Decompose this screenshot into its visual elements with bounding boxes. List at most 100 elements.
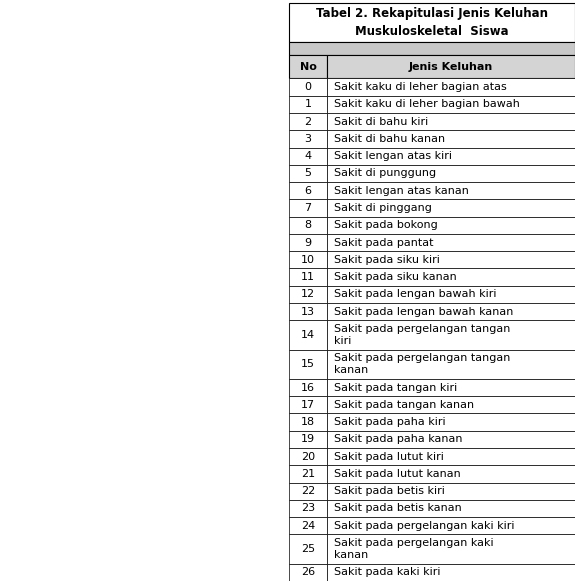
Text: 19: 19 <box>301 435 315 444</box>
Text: Sakit di pinggang: Sakit di pinggang <box>334 203 432 213</box>
Text: 18: 18 <box>301 417 315 427</box>
Bar <box>289 182 327 199</box>
Text: 5: 5 <box>305 168 312 178</box>
Bar <box>289 165 327 182</box>
Bar <box>327 268 575 286</box>
Bar <box>327 78 575 96</box>
Bar <box>327 286 575 303</box>
Text: 6: 6 <box>305 186 312 196</box>
Bar <box>289 517 327 535</box>
Text: 13: 13 <box>301 307 315 317</box>
Text: Sakit pada pergelangan tangan
kiri: Sakit pada pergelangan tangan kiri <box>334 324 511 346</box>
Text: Sakit pada lutut kanan: Sakit pada lutut kanan <box>334 469 461 479</box>
Text: 7: 7 <box>304 203 312 213</box>
Bar <box>289 55 327 78</box>
Bar <box>289 414 327 431</box>
Bar <box>327 517 575 535</box>
Bar <box>327 148 575 165</box>
Text: 10: 10 <box>301 255 315 265</box>
Text: Sakit pada siku kanan: Sakit pada siku kanan <box>334 272 457 282</box>
Text: 25: 25 <box>301 544 315 554</box>
Text: 3: 3 <box>305 134 312 144</box>
Text: Sakit pada lengan bawah kanan: Sakit pada lengan bawah kanan <box>334 307 513 317</box>
Text: Sakit di bahu kanan: Sakit di bahu kanan <box>334 134 445 144</box>
Text: Sakit pada pergelangan tangan
kanan: Sakit pada pergelangan tangan kanan <box>334 353 511 375</box>
Text: 21: 21 <box>301 469 315 479</box>
Bar <box>327 350 575 379</box>
Text: Sakit pada tangan kiri: Sakit pada tangan kiri <box>334 382 458 393</box>
Text: No: No <box>300 62 316 72</box>
Text: 1: 1 <box>305 99 312 109</box>
Bar <box>327 96 575 113</box>
Text: 0: 0 <box>305 82 312 92</box>
Bar <box>327 535 575 564</box>
Bar <box>289 268 327 286</box>
Bar <box>327 320 575 350</box>
Bar <box>289 448 327 465</box>
Text: Muskuloskeletal  Siswa: Muskuloskeletal Siswa <box>355 25 509 38</box>
Bar <box>289 148 327 165</box>
Text: Sakit lengan atas kanan: Sakit lengan atas kanan <box>334 186 469 196</box>
Text: Sakit lengan atas kiri: Sakit lengan atas kiri <box>334 151 452 161</box>
Text: 2: 2 <box>304 117 312 127</box>
Bar <box>289 431 327 448</box>
Bar <box>327 396 575 414</box>
Text: Sakit pada lutut kiri: Sakit pada lutut kiri <box>334 451 444 462</box>
Bar <box>289 286 327 303</box>
Bar <box>327 251 575 268</box>
Text: 12: 12 <box>301 289 315 299</box>
Bar <box>0 0 289 581</box>
Text: 22: 22 <box>301 486 315 496</box>
Bar <box>289 3 575 42</box>
Bar <box>289 320 327 350</box>
Text: 26: 26 <box>301 568 315 578</box>
Bar <box>327 55 575 78</box>
Bar <box>289 379 327 396</box>
Bar <box>327 483 575 500</box>
Bar <box>289 217 327 234</box>
Bar <box>327 234 575 251</box>
Bar <box>327 113 575 130</box>
Bar <box>327 199 575 217</box>
Text: Sakit pada bokong: Sakit pada bokong <box>334 220 438 230</box>
Bar <box>289 251 327 268</box>
Bar <box>289 42 575 55</box>
Bar <box>289 396 327 414</box>
Bar <box>327 431 575 448</box>
Text: Sakit pada betis kanan: Sakit pada betis kanan <box>334 504 462 514</box>
Text: Sakit pada betis kiri: Sakit pada betis kiri <box>334 486 445 496</box>
Bar <box>289 564 327 581</box>
Bar <box>327 379 575 396</box>
Text: Sakit kaku di leher bagian bawah: Sakit kaku di leher bagian bawah <box>334 99 520 109</box>
Text: Sakit pada lengan bawah kiri: Sakit pada lengan bawah kiri <box>334 289 497 299</box>
Text: 23: 23 <box>301 504 315 514</box>
Bar <box>289 113 327 130</box>
Bar <box>327 465 575 483</box>
Text: Jenis Keluhan: Jenis Keluhan <box>409 62 493 72</box>
Text: 4: 4 <box>304 151 312 161</box>
Bar <box>289 234 327 251</box>
Text: 8: 8 <box>304 220 312 230</box>
Text: Sakit pada pergelangan kaki kiri: Sakit pada pergelangan kaki kiri <box>334 521 515 530</box>
Bar <box>327 303 575 320</box>
Text: Sakit pada paha kiri: Sakit pada paha kiri <box>334 417 446 427</box>
Bar <box>327 165 575 182</box>
Bar <box>289 465 327 483</box>
Text: Sakit pada pergelangan kaki
kanan: Sakit pada pergelangan kaki kanan <box>334 538 494 560</box>
Text: Sakit pada pantat: Sakit pada pantat <box>334 238 434 248</box>
Bar <box>327 130 575 148</box>
Text: Sakit di bahu kiri: Sakit di bahu kiri <box>334 117 428 127</box>
Bar <box>327 448 575 465</box>
Text: Sakit di punggung: Sakit di punggung <box>334 168 436 178</box>
Text: 16: 16 <box>301 382 315 393</box>
Text: Tabel 2. Rekapitulasi Jenis Keluhan: Tabel 2. Rekapitulasi Jenis Keluhan <box>316 8 548 20</box>
Bar <box>327 500 575 517</box>
Bar <box>327 414 575 431</box>
Text: Sakit pada kaki kiri: Sakit pada kaki kiri <box>334 568 440 578</box>
Text: 9: 9 <box>304 238 312 248</box>
Text: 24: 24 <box>301 521 315 530</box>
Bar <box>289 78 327 96</box>
Text: Sakit pada paha kanan: Sakit pada paha kanan <box>334 435 463 444</box>
Bar <box>289 130 327 148</box>
Bar <box>327 217 575 234</box>
